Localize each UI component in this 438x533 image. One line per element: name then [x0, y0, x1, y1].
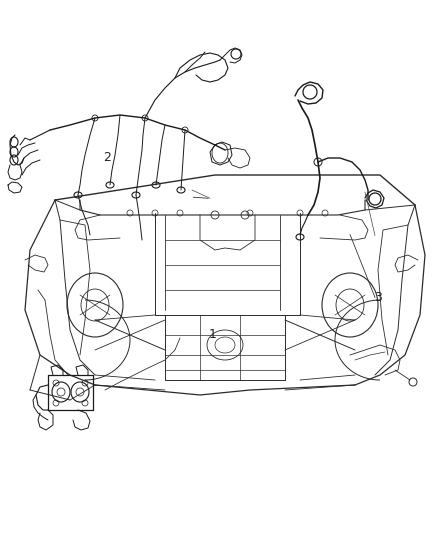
Text: 2: 2	[103, 151, 111, 164]
Text: 3: 3	[374, 291, 381, 304]
Text: 1: 1	[208, 328, 216, 341]
